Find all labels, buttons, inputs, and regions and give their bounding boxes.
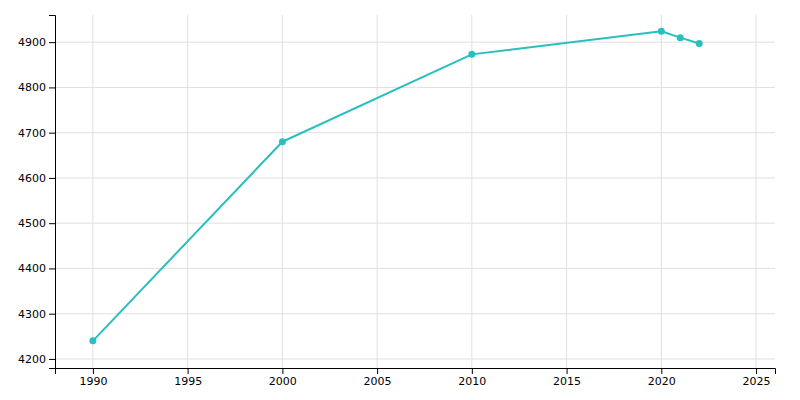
axis-line	[56, 369, 776, 375]
tick: 1990	[79, 368, 107, 388]
tick: 4400	[18, 262, 55, 275]
point	[658, 28, 665, 35]
line	[93, 31, 699, 341]
tick-label: 4400	[18, 262, 46, 275]
tick-label: 1995	[174, 375, 202, 388]
tick: 1995	[174, 368, 202, 388]
tick-mark	[49, 133, 55, 134]
grid-line	[55, 313, 775, 314]
tick-mark	[49, 268, 55, 269]
tick-mark	[93, 368, 94, 374]
tick-label: 2025	[743, 375, 771, 388]
tick-label: 4300	[18, 308, 46, 321]
tick: 2015	[553, 368, 581, 388]
tick-mark	[49, 178, 55, 179]
tick-label: 4900	[18, 36, 46, 49]
grid-line	[92, 15, 93, 368]
grid-line	[55, 42, 775, 43]
point	[696, 40, 703, 47]
tick-label: 2015	[553, 375, 581, 388]
grid-line	[377, 15, 378, 368]
tick-mark	[49, 42, 55, 43]
plot-area: 1990 1995 2000 2005 2010 2015 2020 2025 4200 4300…	[18, 15, 776, 388]
tick: 4800	[18, 81, 55, 94]
y-axis: 4200 4300 4400 4500 4600 4700 4800 4900	[18, 16, 56, 369]
tick-mark	[49, 223, 55, 224]
tick-mark	[49, 314, 55, 315]
grid	[55, 15, 775, 368]
grid-line	[187, 15, 188, 368]
point	[89, 337, 96, 344]
tick-label: 1990	[79, 375, 107, 388]
tick-mark	[661, 368, 662, 374]
grid-line	[55, 87, 775, 88]
tick: 4500	[18, 217, 55, 230]
marks	[89, 28, 702, 345]
tick-mark	[49, 359, 55, 360]
tick: 4200	[18, 353, 55, 366]
tick-label: 2005	[364, 375, 392, 388]
tick-label: 4600	[18, 172, 46, 185]
tick: 2020	[648, 368, 676, 388]
tick-label: 4700	[18, 127, 46, 140]
tick-mark	[472, 368, 473, 374]
tick: 4900	[18, 36, 55, 49]
tick-mark	[49, 87, 55, 88]
tick-label: 4200	[18, 353, 46, 366]
tick-label: 2010	[458, 375, 486, 388]
tick: 2005	[364, 368, 392, 388]
tick-mark	[377, 368, 378, 374]
tick: 2010	[458, 368, 486, 388]
tick: 4600	[18, 172, 55, 185]
tick-mark	[188, 368, 189, 374]
grid-line	[55, 132, 775, 133]
axis-line	[49, 16, 56, 369]
grid-line	[55, 177, 775, 178]
tick-label: 4800	[18, 81, 46, 94]
point	[468, 51, 475, 58]
grid-line	[756, 15, 757, 368]
tick-mark	[282, 368, 283, 374]
grid-line	[566, 15, 567, 368]
grid-line	[471, 15, 472, 368]
grid-line	[55, 358, 775, 359]
tick: 2025	[743, 368, 771, 388]
tick-label: 2020	[648, 375, 676, 388]
grid-line	[55, 223, 775, 224]
tick-label: 2000	[269, 375, 297, 388]
chart: 1990 1995 2000 2005 2010 2015 2020 2025 4200 4300…	[0, 0, 800, 400]
tick: 4700	[18, 127, 55, 140]
tick-mark	[567, 368, 568, 374]
x-axis: 1990 1995 2000 2005 2010 2015 2020 2025	[56, 368, 776, 388]
tick-mark	[756, 368, 757, 374]
tick: 2000	[269, 368, 297, 388]
grid-line	[282, 15, 283, 368]
tick-label: 4500	[18, 217, 46, 230]
point	[279, 138, 286, 145]
grid-line	[661, 15, 662, 368]
point	[677, 34, 684, 41]
tick: 4300	[18, 308, 55, 321]
